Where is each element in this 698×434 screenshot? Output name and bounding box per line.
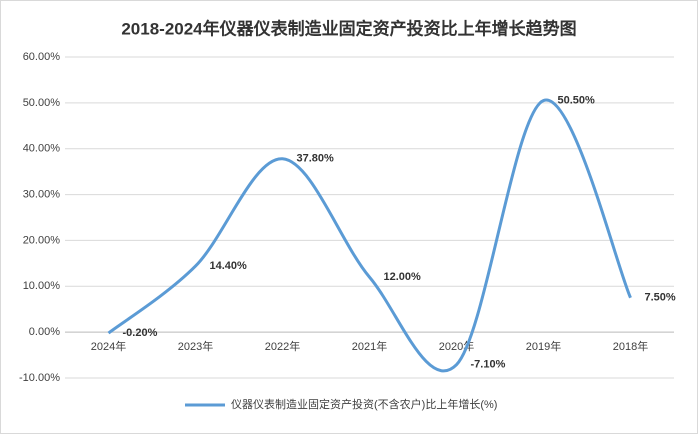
chart-title: 2018-2024年仪器仪表制造业固定资产投资比上年增长趋势图 (121, 18, 576, 38)
y-tick-label: 30.00% (23, 188, 61, 200)
legend-label: 仪器仪表制造业固定资产投资(不含农户)比上年增长(%) (231, 397, 497, 411)
x-tick-label: 2024年 (91, 339, 126, 353)
data-label: 14.40% (210, 260, 248, 272)
data-label: 50.50% (558, 94, 596, 106)
y-tick-label: -10.00% (19, 372, 60, 384)
data-label: -0.20% (123, 327, 158, 339)
x-tick-label: 2018年 (613, 339, 648, 353)
data-label: 12.00% (384, 271, 422, 283)
x-tick-label: 2023年 (178, 339, 213, 353)
x-tick-label: 2021年 (352, 339, 387, 353)
y-tick-label: 50.00% (23, 97, 61, 109)
data-line (107, 99, 632, 373)
y-tick-label: 40.00% (23, 143, 61, 155)
data-label: 37.80% (297, 153, 335, 165)
y-tick-label: 60.00% (23, 51, 61, 63)
x-tick-label: 2019年 (526, 339, 561, 353)
data-label: -7.10% (471, 359, 506, 371)
data-label: 7.50% (645, 292, 676, 304)
y-tick-label: 10.00% (23, 280, 61, 292)
x-tick-label: 2022年 (265, 339, 300, 353)
y-tick-label: 20.00% (23, 234, 61, 246)
y-tick-label: 0.00% (29, 326, 60, 338)
